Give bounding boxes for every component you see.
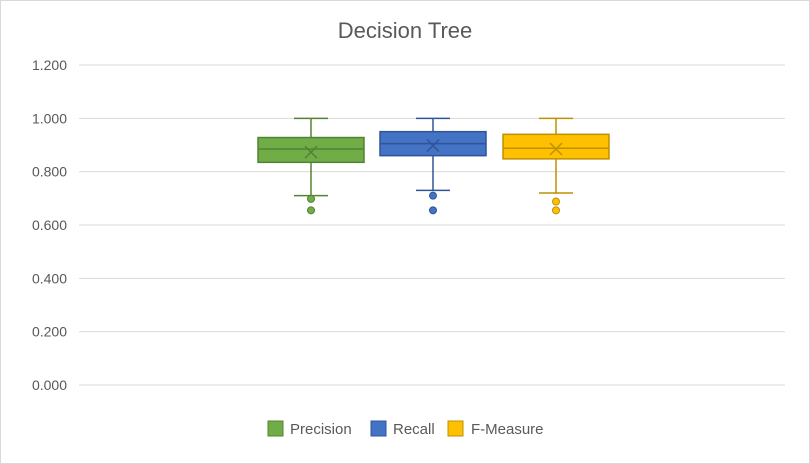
y-tick-label: 1.200: [32, 57, 67, 73]
legend-item-precision: Precision: [267, 420, 352, 438]
y-axis: 0.000 0.200 0.400 0.600 0.800 1.000 1.200: [32, 57, 67, 393]
legend-swatch: [370, 420, 387, 437]
y-tick-label: 0.400: [32, 270, 67, 286]
box-f-measure: [502, 117, 610, 215]
legend-swatch: [447, 420, 464, 437]
outlier-point: [307, 194, 315, 203]
iqr-box: [502, 133, 610, 160]
legend-swatch: [267, 420, 284, 437]
outlier-point: [307, 206, 315, 215]
outlier-point: [552, 206, 560, 215]
legend-item-f-measure: F-Measure: [447, 420, 544, 438]
y-tick-label: 0.800: [32, 164, 67, 180]
chart-title: Decision Tree: [338, 18, 473, 43]
y-tick-label: 0.000: [32, 377, 67, 393]
legend-label: Recall: [393, 421, 435, 438]
mean-marker: [426, 139, 440, 153]
y-tick-label: 0.600: [32, 217, 67, 233]
y-tick-label: 0.200: [32, 324, 67, 340]
y-tick-label: 1.000: [32, 110, 67, 126]
gridlines: [79, 64, 785, 386]
legend: Precision Recall F-Measure: [267, 420, 544, 438]
box-series: [257, 117, 610, 215]
box-recall: [379, 117, 487, 215]
outlier-point: [552, 197, 560, 206]
outlier-point: [429, 206, 437, 215]
legend-label: Precision: [290, 421, 352, 438]
mean-marker: [549, 142, 563, 156]
legend-label: F-Measure: [471, 421, 544, 438]
mean-marker: [304, 145, 318, 159]
box-precision: [257, 117, 365, 215]
iqr-box: [257, 136, 365, 164]
legend-item-recall: Recall: [370, 420, 435, 438]
outlier-point: [429, 191, 437, 200]
